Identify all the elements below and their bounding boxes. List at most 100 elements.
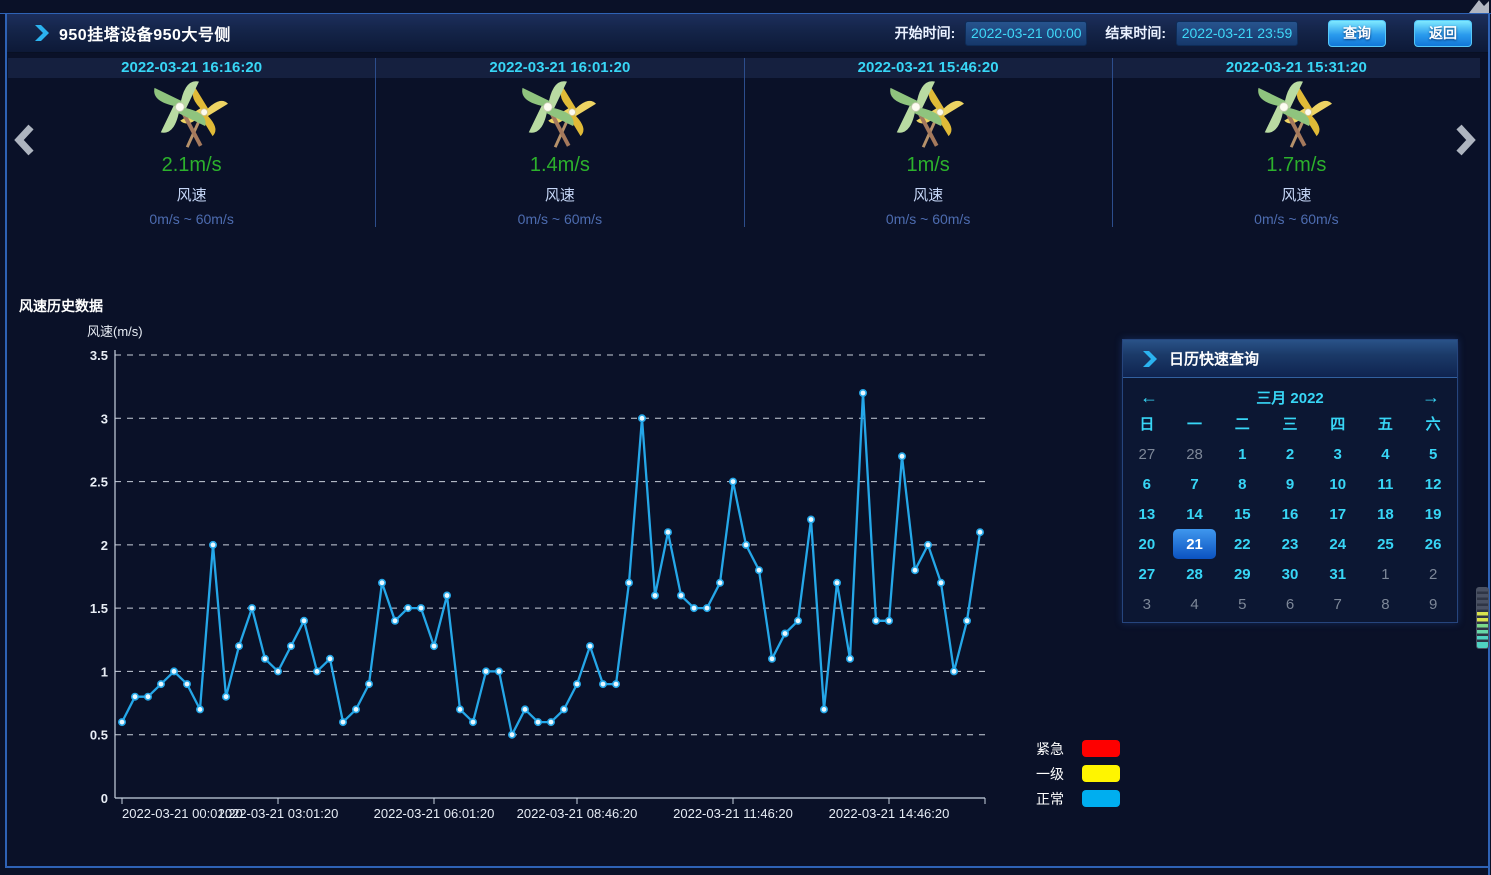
calendar-day[interactable]: 13 <box>1138 505 1156 523</box>
data-point[interactable] <box>533 718 542 727</box>
calendar-day[interactable]: 8 <box>1238 475 1247 493</box>
data-point[interactable] <box>546 718 555 727</box>
data-point[interactable] <box>897 452 906 461</box>
calendar-day[interactable]: 7 <box>1333 595 1342 613</box>
data-point[interactable] <box>585 642 594 651</box>
data-point[interactable] <box>819 705 828 714</box>
calendar-day[interactable]: 6 <box>1285 595 1295 613</box>
calendar-day[interactable]: 17 <box>1329 505 1347 523</box>
calendar-day[interactable]: 9 <box>1428 595 1438 613</box>
calendar-day[interactable]: 27 <box>1138 445 1156 463</box>
data-point[interactable] <box>248 604 257 613</box>
data-point[interactable] <box>468 718 477 727</box>
data-point[interactable] <box>598 680 607 689</box>
calendar-day[interactable]: 1 <box>1238 445 1247 463</box>
data-point[interactable] <box>326 654 335 663</box>
data-point[interactable] <box>429 642 438 651</box>
start-time-input[interactable] <box>965 20 1088 46</box>
calendar-day[interactable]: 18 <box>1377 505 1394 523</box>
calendar-day[interactable]: 2 <box>1285 445 1295 463</box>
data-point[interactable] <box>442 591 451 600</box>
data-point[interactable] <box>416 604 425 613</box>
data-point[interactable] <box>130 692 139 701</box>
data-point[interactable] <box>741 540 750 549</box>
data-point[interactable] <box>157 680 166 689</box>
calendar-day[interactable]: 3 <box>1333 445 1342 463</box>
data-point[interactable] <box>261 654 270 663</box>
data-point[interactable] <box>728 477 737 486</box>
calendar-day[interactable]: 15 <box>1233 505 1251 523</box>
data-point[interactable] <box>364 680 373 689</box>
back-button[interactable]: 返回 <box>1414 19 1472 47</box>
data-point[interactable] <box>144 692 153 701</box>
data-point[interactable] <box>624 578 633 587</box>
data-point[interactable] <box>338 718 347 727</box>
calendar-day-selected[interactable]: 21 <box>1172 529 1217 559</box>
data-point[interactable] <box>806 515 815 524</box>
data-point[interactable] <box>611 680 620 689</box>
carousel-prev-button[interactable] <box>13 123 37 157</box>
calendar-day[interactable]: 5 <box>1238 595 1247 613</box>
data-point[interactable] <box>222 692 231 701</box>
data-point[interactable] <box>715 578 724 587</box>
query-button[interactable]: 查询 <box>1328 19 1386 47</box>
data-point[interactable] <box>793 616 802 625</box>
calendar-day[interactable]: 14 <box>1186 505 1203 523</box>
data-point[interactable] <box>507 730 516 739</box>
data-point[interactable] <box>313 667 322 676</box>
data-point[interactable] <box>845 654 854 663</box>
data-point[interactable] <box>637 414 646 423</box>
calendar-day[interactable]: 20 <box>1138 535 1156 553</box>
data-point[interactable] <box>702 604 711 613</box>
data-point[interactable] <box>767 654 776 663</box>
calendar-day[interactable]: 27 <box>1138 565 1156 583</box>
data-point[interactable] <box>650 591 659 600</box>
calendar-day[interactable]: 22 <box>1233 535 1251 553</box>
vertical-scrollbar-thumb[interactable] <box>1476 587 1489 649</box>
data-point[interactable] <box>170 667 179 676</box>
data-point[interactable] <box>196 705 205 714</box>
data-point[interactable] <box>520 705 529 714</box>
calendar-day[interactable]: 26 <box>1424 535 1442 553</box>
data-point[interactable] <box>754 566 763 575</box>
calendar-day[interactable]: 23 <box>1281 535 1299 553</box>
data-point[interactable] <box>351 705 360 714</box>
end-time-input[interactable] <box>1176 20 1298 46</box>
data-point[interactable] <box>209 540 218 549</box>
calendar-prev-month-button[interactable]: ← <box>1140 386 1158 407</box>
calendar-day[interactable]: 31 <box>1329 565 1347 583</box>
data-point[interactable] <box>572 680 581 689</box>
data-point[interactable] <box>403 604 412 613</box>
data-point[interactable] <box>975 528 984 537</box>
calendar-day[interactable]: 8 <box>1381 595 1390 613</box>
calendar-day[interactable]: 19 <box>1424 505 1442 523</box>
data-point[interactable] <box>183 680 192 689</box>
data-point[interactable] <box>689 604 698 613</box>
calendar-day[interactable]: 24 <box>1329 535 1347 553</box>
calendar-day[interactable]: 12 <box>1424 475 1442 493</box>
calendar-day[interactable]: 1 <box>1381 565 1390 583</box>
calendar-day[interactable]: 4 <box>1190 595 1199 613</box>
carousel-next-button[interactable] <box>1453 123 1477 157</box>
data-point[interactable] <box>780 629 789 638</box>
calendar-day[interactable]: 28 <box>1186 565 1203 583</box>
data-point[interactable] <box>287 642 296 651</box>
data-point[interactable] <box>117 718 126 727</box>
data-point[interactable] <box>910 566 919 575</box>
data-point[interactable] <box>235 642 244 651</box>
data-point[interactable] <box>455 705 464 714</box>
data-point[interactable] <box>949 667 958 676</box>
calendar-day[interactable]: 6 <box>1142 475 1152 493</box>
calendar-day[interactable]: 16 <box>1281 505 1299 523</box>
data-point[interactable] <box>274 667 283 676</box>
calendar-day[interactable]: 7 <box>1190 475 1199 493</box>
calendar-day[interactable]: 10 <box>1329 475 1347 493</box>
calendar-day[interactable]: 25 <box>1377 535 1394 553</box>
data-point[interactable] <box>676 591 685 600</box>
data-point[interactable] <box>390 616 399 625</box>
data-point[interactable] <box>923 540 932 549</box>
data-point[interactable] <box>377 578 386 587</box>
data-point[interactable] <box>300 616 309 625</box>
data-point[interactable] <box>494 667 503 676</box>
calendar-day[interactable]: 9 <box>1285 475 1295 493</box>
